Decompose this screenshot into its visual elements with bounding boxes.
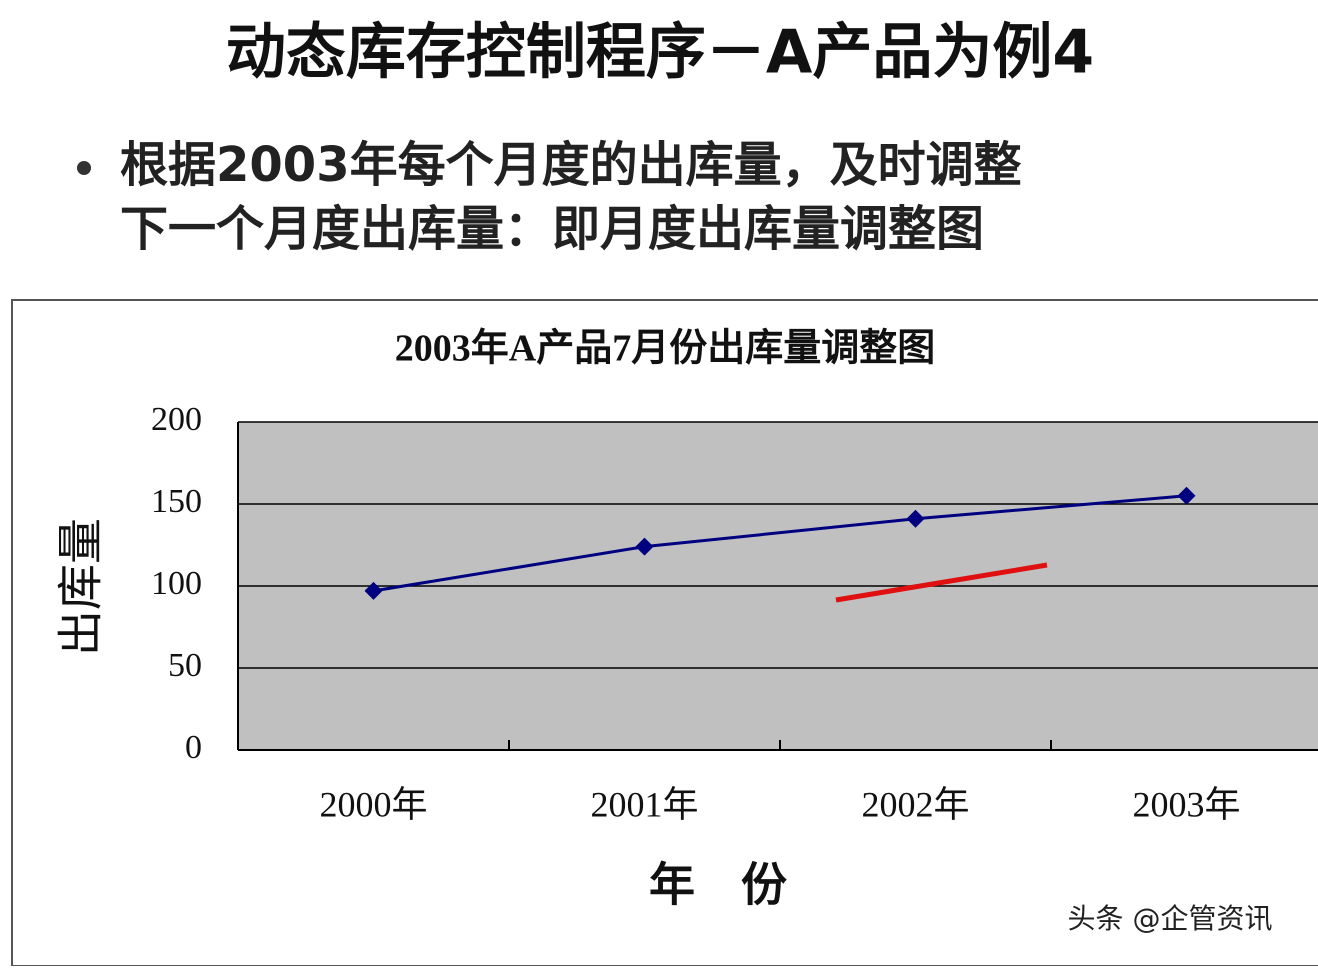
y-tick-label: 200 (151, 401, 202, 438)
x-tick-label: 2003年 (1132, 784, 1240, 824)
bullet-line: 根据2003年每个月度的出库量，及时调整 (120, 137, 1022, 193)
y-axis-title: 出库量 (54, 518, 108, 656)
y-tick-label: 100 (151, 565, 202, 602)
x-axis-title: 年 份 (649, 858, 787, 912)
bullet-line: 下一个月度出库量：即月度出库量调整图 (120, 201, 984, 257)
y-tick-label: 50 (168, 647, 202, 684)
annotation-line (835, 562, 1048, 603)
data-point (1177, 486, 1196, 505)
plot: 0 50 100 150 200 2000年 2001年 2002年 2003年 (151, 401, 1318, 824)
y-tick-label: 150 (151, 483, 202, 520)
chart-title: 2003年A产品7月份出库量调整图 (395, 328, 935, 370)
slide-title: 动态库存控制程序－A产品为例4 (226, 18, 1094, 88)
x-tick-label: 2001年 (590, 784, 698, 824)
data-line (373, 494, 1187, 593)
bullet-dot (77, 161, 91, 175)
data-point (364, 581, 383, 600)
data-point (906, 509, 925, 528)
y-tick-label: 0 (185, 729, 202, 766)
data-point (635, 537, 654, 556)
watermark: 头条 @企管资讯 (1068, 902, 1273, 935)
x-tick-label: 2002年 (861, 784, 969, 824)
x-tick-label: 2000年 (319, 784, 427, 824)
